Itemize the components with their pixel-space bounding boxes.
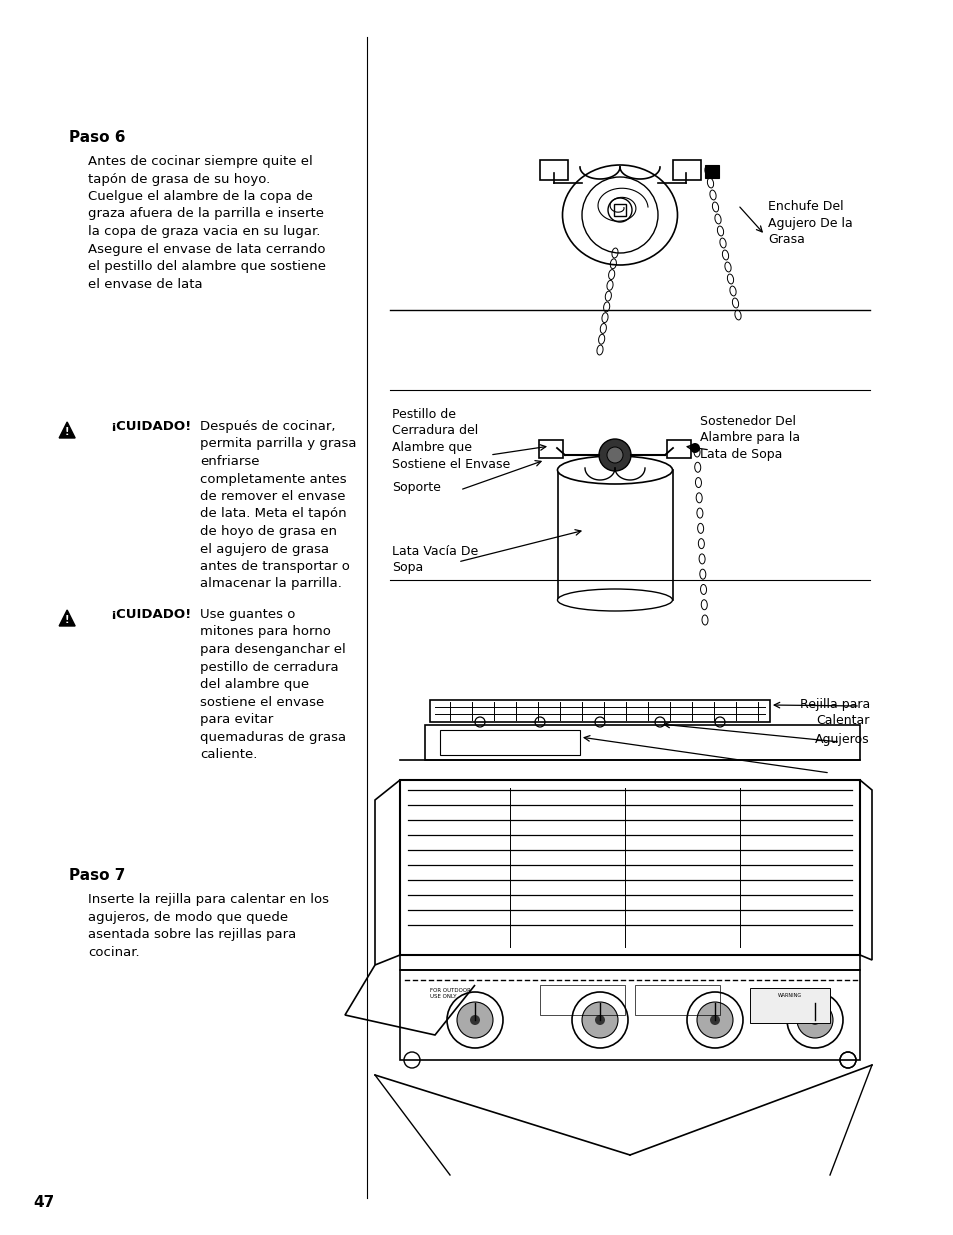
Text: Use guantes o
mitones para horno
para desenganchar el
pestillo de cerradura
del : Use guantes o mitones para horno para de… (200, 608, 346, 761)
Text: Paso 7: Paso 7 (69, 868, 125, 883)
Text: Antes de cocinar siempre quite el
tapón de grasa de su hoyo.
Cuelgue el alambre : Antes de cocinar siempre quite el tapón … (88, 156, 325, 290)
Bar (672, 161, 700, 180)
Circle shape (598, 438, 630, 471)
Bar (614, 204, 625, 216)
Bar (424, 725, 859, 760)
Circle shape (796, 1002, 832, 1037)
Text: Lata Vacía De
Sopa: Lata Vacía De Sopa (392, 545, 477, 574)
Text: Enchufe Del
Agujero De la
Grasa: Enchufe Del Agujero De la Grasa (767, 200, 852, 246)
Circle shape (606, 447, 622, 463)
Circle shape (456, 1002, 493, 1037)
Circle shape (470, 1015, 479, 1025)
Circle shape (809, 1015, 820, 1025)
Text: !: ! (65, 427, 70, 437)
Polygon shape (59, 422, 75, 438)
Bar (635, 986, 720, 1015)
Ellipse shape (557, 456, 672, 484)
Bar (749, 988, 829, 1023)
Bar (399, 781, 859, 955)
Bar (538, 440, 562, 458)
Text: ¡CUIDADO!: ¡CUIDADO! (110, 420, 191, 433)
Bar (539, 986, 624, 1015)
Text: WARNING: WARNING (777, 993, 801, 998)
Circle shape (581, 1002, 618, 1037)
Text: Inserte la rejilla para calentar en los
agujeros, de modo que quede
asentada sob: Inserte la rejilla para calentar en los … (88, 893, 329, 958)
Text: FOR OUTDOOR
USE ONLY: FOR OUTDOOR USE ONLY (430, 988, 471, 999)
Text: Rejilla para
Calentar: Rejilla para Calentar (799, 698, 869, 727)
Circle shape (697, 1002, 732, 1037)
Circle shape (689, 443, 700, 453)
Bar (704, 165, 719, 178)
Text: ¡CUIDADO!: ¡CUIDADO! (110, 608, 191, 621)
Bar (399, 969, 859, 1060)
Bar (539, 161, 567, 180)
Text: Sostenedor Del
Alambre para la
Lata de Sopa: Sostenedor Del Alambre para la Lata de S… (700, 415, 800, 461)
Text: 47: 47 (33, 1195, 54, 1210)
Bar (666, 440, 690, 458)
Bar (439, 730, 579, 755)
Circle shape (595, 1015, 604, 1025)
Circle shape (709, 1015, 720, 1025)
Text: Agujeros: Agujeros (815, 734, 869, 746)
Polygon shape (59, 610, 75, 626)
Bar (558, 471, 672, 600)
Bar (399, 955, 859, 969)
Text: Soporte: Soporte (392, 482, 440, 494)
Bar (430, 700, 769, 722)
Text: Pestillo de
Cerradura del
Alambre que
Sostiene el Envase: Pestillo de Cerradura del Alambre que So… (392, 408, 510, 471)
Text: Paso 6: Paso 6 (69, 130, 125, 144)
Text: !: ! (65, 615, 70, 625)
Ellipse shape (557, 589, 672, 611)
Text: Después de cocinar,
permita parrilla y grasa
enfriarse
completamente antes
de re: Después de cocinar, permita parrilla y g… (200, 420, 356, 590)
